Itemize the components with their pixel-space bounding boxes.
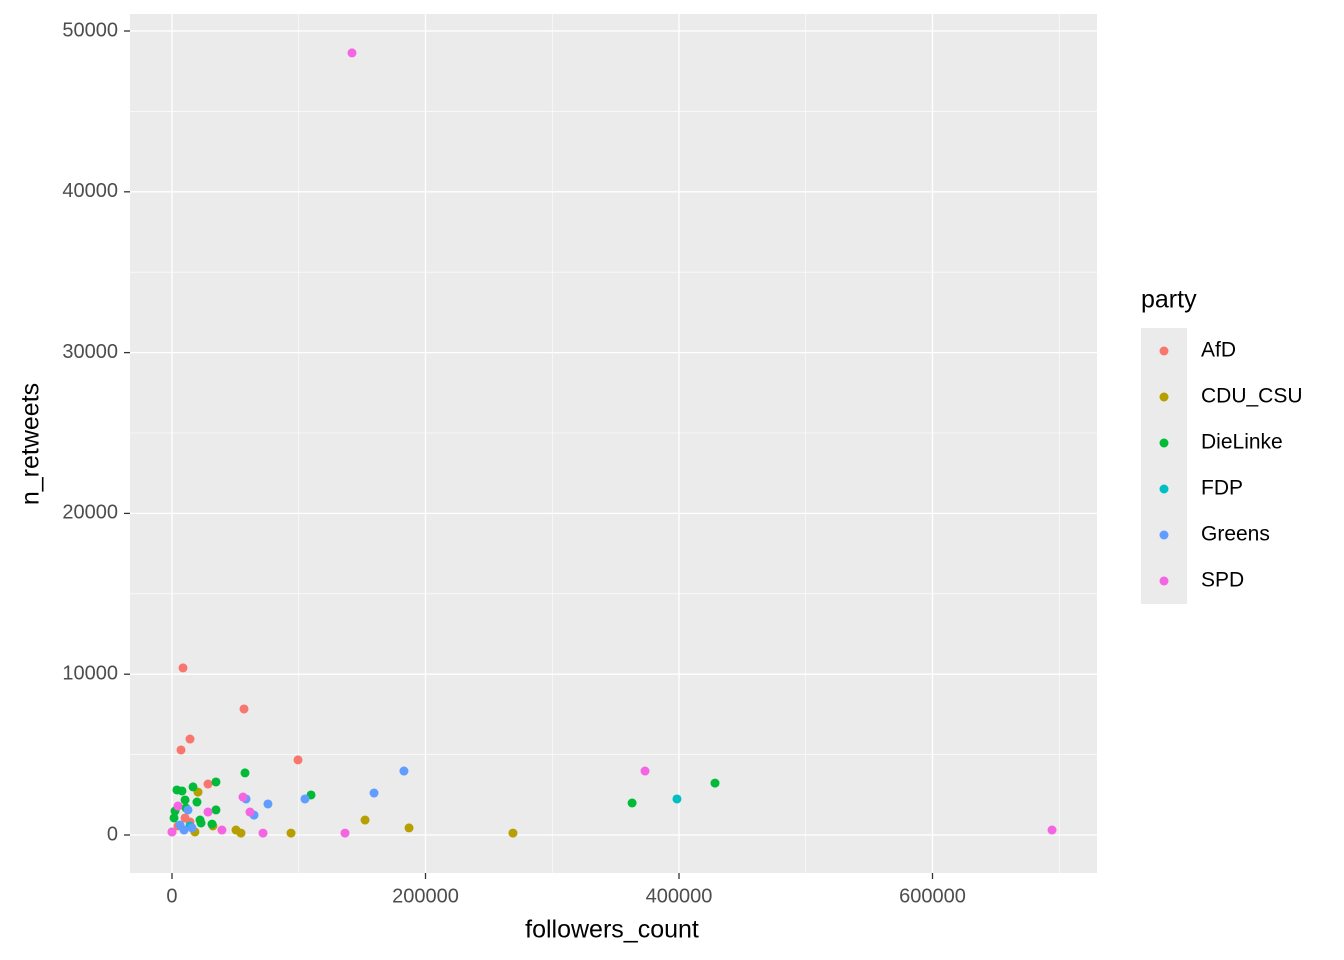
y-tick-label: 40000 (62, 180, 118, 202)
x-tick-label: 0 (166, 885, 177, 907)
x-tick-label: 600000 (899, 885, 966, 907)
point (360, 815, 370, 825)
legend-key (1159, 530, 1169, 540)
point (404, 823, 414, 833)
point (211, 805, 221, 815)
point (640, 766, 650, 776)
point (710, 778, 720, 788)
legend-label: FDP (1201, 477, 1243, 500)
point (508, 828, 518, 838)
point (192, 797, 202, 807)
point (672, 794, 682, 804)
point (188, 782, 198, 792)
point (179, 825, 189, 835)
legend-key (1159, 484, 1169, 494)
legend-key-background (1141, 328, 1187, 604)
legend-key (1159, 576, 1169, 586)
plot-panel (130, 14, 1097, 873)
point (399, 766, 409, 776)
y-tick-label: 30000 (62, 341, 118, 363)
point (203, 779, 213, 789)
point (217, 825, 227, 835)
point (187, 823, 197, 833)
point (185, 734, 195, 744)
point (167, 827, 177, 837)
legend-key (1159, 392, 1169, 402)
legend-key (1159, 346, 1169, 356)
legend-label: DieLinke (1201, 431, 1283, 454)
point (369, 788, 379, 798)
point (231, 825, 241, 835)
y-tick-label: 0 (107, 823, 118, 845)
legend-key (1159, 438, 1169, 448)
x-tick-label: 200000 (392, 885, 459, 907)
point (178, 663, 188, 673)
y-tick-label: 10000 (62, 662, 118, 684)
point (238, 792, 248, 802)
point (286, 828, 296, 838)
point (240, 768, 250, 778)
x-tick-label: 400000 (646, 885, 713, 907)
point (347, 48, 357, 58)
x-axis-title: followers_count (525, 916, 699, 944)
point (211, 777, 221, 787)
point (1047, 825, 1057, 835)
point (258, 828, 268, 838)
legend-label: CDU_CSU (1201, 385, 1303, 408)
y-axis-title: n_retweets (17, 383, 45, 505)
y-tick-label: 50000 (62, 19, 118, 41)
legend-label: SPD (1201, 569, 1244, 592)
point (169, 813, 179, 823)
legend-label: AfD (1201, 339, 1236, 362)
point (196, 818, 206, 828)
point (173, 801, 183, 811)
point (203, 807, 213, 817)
point (300, 794, 310, 804)
point (176, 745, 186, 755)
point (177, 786, 187, 796)
legend-title: party (1141, 286, 1197, 314)
y-tick-label: 20000 (62, 502, 118, 524)
point (239, 704, 249, 714)
point (183, 805, 193, 815)
point (245, 807, 255, 817)
point (207, 819, 217, 829)
point (293, 755, 303, 765)
legend-label: Greens (1201, 523, 1270, 546)
point (340, 828, 350, 838)
point (627, 798, 637, 808)
point (263, 799, 273, 809)
point (180, 795, 190, 805)
